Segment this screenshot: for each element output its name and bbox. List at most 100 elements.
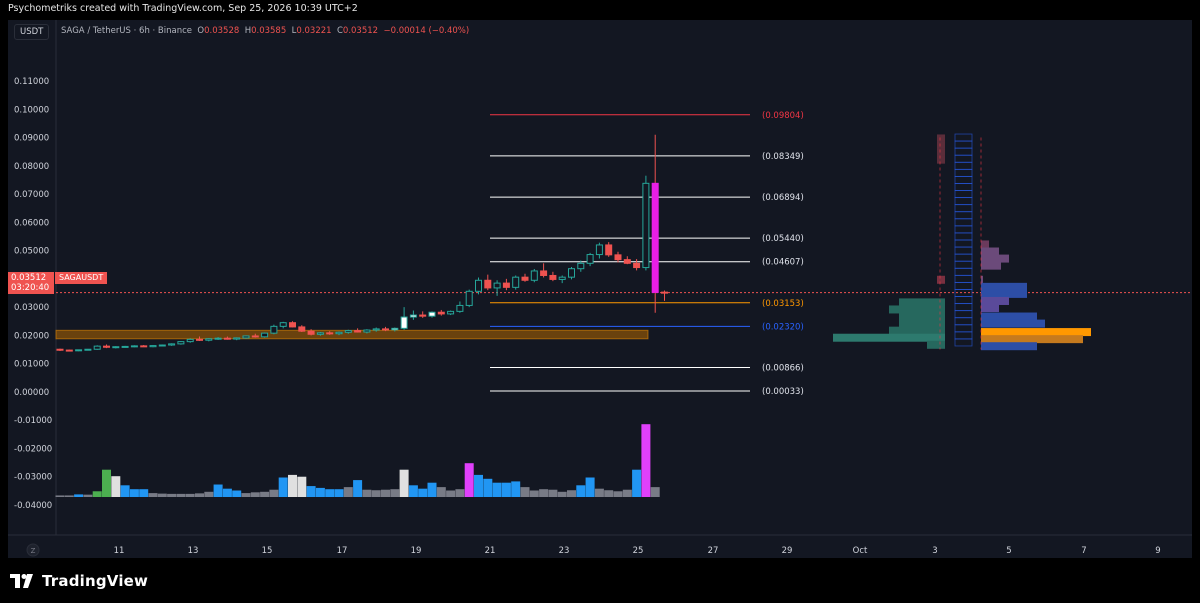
volume-profile-cell — [954, 197, 973, 206]
candle-body — [289, 322, 296, 328]
volume-profile-row-left — [889, 305, 945, 314]
timezone-icon[interactable] — [26, 543, 40, 557]
volume-bar — [455, 489, 465, 497]
candle-body — [493, 282, 501, 289]
volume-bar — [576, 485, 586, 497]
candle-body — [316, 332, 324, 335]
price-axis-tick: 0.06000 — [14, 218, 49, 228]
candle-body — [512, 276, 520, 288]
current-price-tag: 0.03512 03:20:40 — [8, 272, 54, 294]
volume-bar — [204, 491, 214, 497]
volume-bar — [613, 491, 623, 497]
tradingview-logo-icon — [10, 574, 33, 588]
candle-body — [568, 268, 575, 278]
volume-bar — [74, 494, 84, 497]
volume-bar — [622, 489, 632, 497]
bottom-bar: TradingView — [0, 558, 1200, 603]
candle-body — [382, 328, 389, 331]
volume-bar — [511, 481, 521, 497]
candle-body — [103, 345, 110, 348]
candle-body — [112, 346, 120, 349]
candle-body — [121, 345, 129, 348]
volume-bar — [232, 490, 242, 497]
candle-body — [428, 311, 436, 317]
volume-bar — [408, 485, 418, 497]
tradingview-logo[interactable]: TradingView — [10, 572, 148, 590]
candle-body — [354, 330, 362, 333]
volume-bar — [111, 476, 121, 497]
candle-body — [530, 270, 538, 281]
volume-bar — [399, 469, 409, 497]
volume-bar — [436, 487, 446, 497]
volume-bar — [520, 487, 530, 497]
volume-bar — [390, 489, 400, 497]
candle-body — [149, 345, 157, 348]
time-axis-label: 9 — [1155, 546, 1160, 556]
candle-body — [456, 304, 464, 312]
credit-text: Psychometriks created with TradingView.c… — [8, 3, 358, 14]
fib-level-label: (0.00866) — [762, 363, 804, 373]
volume-profile-row-left — [899, 312, 945, 321]
candle-body — [242, 335, 250, 339]
volume-profile-row-left — [937, 141, 945, 150]
candle-body — [279, 322, 287, 327]
symbol-description[interactable]: SAGA / TetherUS · 6h · Binance — [61, 26, 193, 36]
volume-bar — [148, 493, 158, 497]
volume-bar — [306, 486, 316, 497]
volume-bar — [157, 493, 167, 497]
candle-body — [595, 244, 603, 256]
candle-body — [56, 348, 64, 351]
time-axis-label: 25 — [633, 546, 644, 556]
time-axis-label: 17 — [337, 546, 348, 556]
timezone-icon-label: Z — [31, 547, 36, 555]
volume-profile-cell — [954, 267, 973, 276]
volume-profile-cell — [954, 338, 973, 347]
candle-body — [558, 276, 566, 280]
high-value: 0.03585 — [251, 26, 287, 36]
volume-bar — [353, 480, 363, 497]
volume-profile-cell — [954, 239, 973, 248]
volume-profile-row-right — [981, 240, 989, 249]
volume-bar — [260, 491, 270, 497]
volume-bar — [427, 482, 437, 497]
price-axis-tick: 0.08000 — [14, 162, 49, 172]
volume-bar — [102, 469, 111, 497]
price-axis-tick: 0.11000 — [14, 77, 49, 87]
volume-bar — [474, 474, 483, 497]
volume-bar — [315, 487, 325, 497]
time-axis-label: 7 — [1081, 546, 1086, 556]
volume-profile-cell — [954, 274, 973, 283]
fib-level-label: (0.06894) — [762, 193, 804, 203]
volume-profile-row-right — [981, 342, 1037, 351]
volume-profile-cell — [954, 282, 973, 290]
volume-bar — [548, 489, 558, 497]
candle-body — [586, 254, 594, 264]
candle-body — [623, 259, 631, 264]
volume-profile-row-right — [981, 282, 1027, 291]
ohlc-legend: SAGA / TetherUS · 6h · Binance O0.03528 … — [61, 26, 469, 36]
candle-body — [223, 337, 231, 340]
volume-bar — [241, 493, 251, 497]
volume-profile-row-left — [937, 134, 945, 143]
candle-body — [158, 344, 166, 347]
volume-profile-row-left — [937, 155, 945, 164]
candle-body — [437, 311, 445, 315]
volume-profile-row-left — [889, 326, 945, 335]
volume-bar — [250, 492, 260, 497]
currency-badge[interactable]: USDT — [14, 24, 50, 40]
fib-level-label: (0.08349) — [762, 152, 804, 162]
candle-body — [177, 341, 185, 345]
candle-body — [251, 335, 259, 338]
fib-level-label: (0.03153) — [762, 299, 804, 309]
candle-body — [400, 316, 408, 329]
chart-canvas[interactable]: 0.11000 0.10000 0.09000 0.08000 0.07000 0.060… — [8, 20, 1192, 558]
candle-body — [307, 330, 315, 335]
change-value: −0.00014 (−0.40%) — [383, 26, 470, 36]
time-axis-label: 19 — [411, 546, 422, 556]
volume-profile-row-right — [981, 312, 1037, 321]
volume-bar — [297, 476, 307, 497]
chart-panel[interactable]: 0.11000 0.10000 0.09000 0.08000 0.07000 0.060… — [8, 20, 1192, 558]
volume-profile-cell — [954, 253, 973, 262]
candle-body — [326, 332, 334, 335]
candle-body — [130, 345, 138, 348]
